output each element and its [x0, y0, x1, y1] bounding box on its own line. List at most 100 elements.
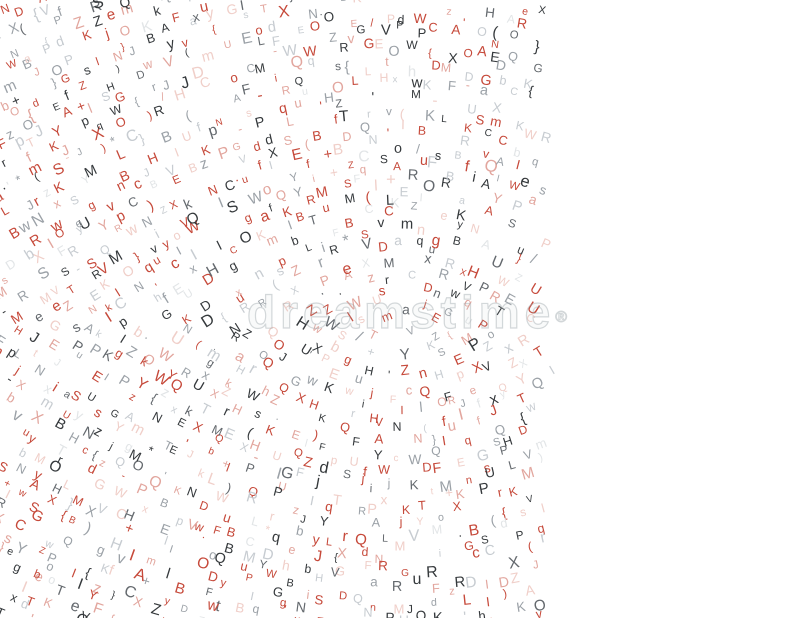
- letter-glyph: +: [73, 96, 88, 115]
- letter-glyph: E: [374, 36, 384, 52]
- letter-glyph: T: [366, 326, 381, 343]
- letter-glyph: T: [338, 108, 350, 127]
- letter-glyph: I: [285, 217, 295, 233]
- letter-glyph: D: [430, 57, 441, 73]
- letter-glyph: d: [263, 131, 275, 148]
- letter-glyph: O: [388, 43, 400, 60]
- letter-glyph: W: [407, 451, 422, 468]
- letter-glyph: ): [144, 108, 154, 123]
- letter-glyph: Q: [359, 118, 371, 135]
- letter-glyph: y: [163, 595, 172, 608]
- letter-glyph: V: [522, 447, 535, 464]
- letter-glyph: W: [302, 42, 318, 60]
- letter-glyph: R: [377, 558, 388, 574]
- letter-glyph: R: [459, 132, 471, 149]
- letter-glyph: N: [226, 319, 244, 339]
- letter-glyph: A: [373, 430, 384, 447]
- letter-glyph: P: [134, 480, 150, 501]
- letter-glyph: I: [213, 237, 225, 254]
- letter-glyph: X: [491, 99, 503, 116]
- letter-glyph: D: [12, 3, 26, 20]
- letter-glyph: B: [285, 577, 295, 591]
- letter-glyph: S: [225, 197, 242, 218]
- letter-glyph: Z: [158, 204, 169, 218]
- letter-glyph: Q: [506, 48, 519, 65]
- letter-glyph: x: [186, 261, 200, 277]
- letter-glyph: Z: [288, 262, 303, 280]
- letter-glyph: I: [418, 192, 424, 205]
- letter-glyph: K: [51, 177, 67, 197]
- letter-glyph: B: [148, 178, 160, 193]
- letter-glyph: J: [141, 166, 152, 181]
- letter-glyph: I: [168, 543, 175, 556]
- letter-glyph: I: [74, 576, 85, 594]
- letter-glyph: H: [145, 148, 161, 168]
- letter-glyph: *: [264, 523, 272, 537]
- letter-glyph: W: [281, 41, 298, 61]
- letter-glyph: D: [197, 310, 218, 332]
- letter-glyph: q: [270, 529, 282, 547]
- letter-glyph: K: [352, 0, 362, 5]
- letter-glyph: h: [281, 557, 292, 574]
- letter-glyph: G: [225, 0, 239, 18]
- letter-glyph: v: [104, 197, 118, 216]
- letter-glyph: I: [400, 403, 405, 418]
- letter-glyph: ': [386, 125, 390, 141]
- letter-glyph: g: [242, 209, 254, 226]
- letter-glyph: A: [494, 155, 505, 169]
- letter-glyph: /: [369, 17, 374, 30]
- letter-glyph: q: [461, 294, 475, 311]
- letter-glyph: F: [351, 434, 361, 449]
- letter-glyph: X: [288, 283, 301, 298]
- letter-glyph: z: [365, 269, 376, 286]
- letter-glyph: Y: [372, 447, 383, 464]
- letter-glyph: K: [263, 421, 278, 439]
- letter-glyph: O: [117, 21, 133, 40]
- letter-glyph: U: [222, 39, 233, 52]
- letter-glyph: ': [371, 90, 375, 107]
- letter-glyph: K: [463, 120, 473, 136]
- letter-glyph: Z: [240, 325, 255, 342]
- letter-glyph: B: [467, 521, 481, 540]
- letter-glyph: D: [422, 279, 434, 296]
- letter-glyph: Z: [409, 200, 418, 213]
- letter-glyph: U: [167, 327, 188, 350]
- letter-glyph: C: [11, 515, 29, 535]
- letter-glyph: T: [53, 581, 67, 600]
- letter-glyph: q: [462, 433, 473, 448]
- letter-glyph: G: [479, 71, 493, 90]
- letter-glyph: E: [456, 455, 466, 470]
- letter-glyph: *: [341, 230, 352, 250]
- letter-glyph: A: [506, 11, 517, 27]
- letter-glyph: F: [389, 393, 397, 406]
- letter-glyph: *: [144, 442, 155, 458]
- letter-glyph: Q: [339, 418, 352, 436]
- letter-glyph: K: [47, 138, 62, 155]
- letter-glyph: W: [243, 385, 262, 405]
- letter-glyph: ): [99, 141, 108, 155]
- letter-glyph: E: [296, 24, 305, 37]
- letter-glyph: U: [483, 463, 497, 481]
- letter-glyph: I: [18, 578, 29, 596]
- letter-glyph: p: [174, 512, 186, 529]
- letter-glyph: u: [514, 242, 527, 258]
- letter-glyph: E: [290, 427, 303, 443]
- letter-glyph: L: [441, 113, 448, 126]
- letter-glyph: g: [85, 197, 99, 213]
- letter-glyph: R: [279, 297, 296, 315]
- letter-glyph: s: [334, 58, 342, 73]
- letter-glyph: D: [464, 573, 478, 592]
- letter-glyph: M: [343, 190, 357, 206]
- letter-glyph: s: [434, 148, 442, 164]
- letter-glyph: i: [368, 481, 373, 496]
- letter-glyph: X: [361, 255, 372, 271]
- letter-glyph: F: [431, 459, 443, 477]
- letter-glyph: A: [524, 580, 537, 599]
- letter-glyph: Q: [113, 453, 128, 471]
- letter-glyph: /: [416, 140, 421, 157]
- letter-glyph: ': [27, 612, 35, 618]
- letter-glyph: T: [53, 441, 69, 460]
- letter-glyph: (: [526, 539, 533, 555]
- letter-glyph: i: [273, 72, 279, 85]
- letter-glyph: a: [231, 346, 248, 366]
